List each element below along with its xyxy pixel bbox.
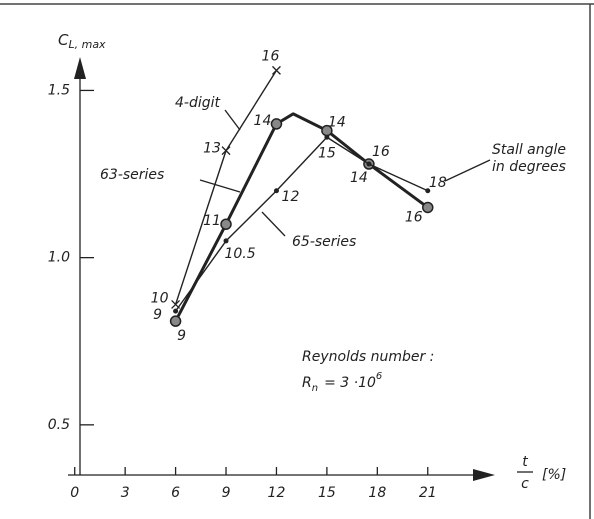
stall-angle-label: 10 (151, 290, 169, 306)
y-tick-label: 1.5 (48, 82, 70, 98)
stall-angle-label: 15 (318, 145, 336, 161)
point (324, 134, 330, 140)
leader-line (261, 211, 286, 237)
stall-angle-label: 14 (350, 170, 368, 186)
point (223, 238, 229, 244)
series-line (175, 136, 429, 312)
x-tick-label: 3 (121, 485, 130, 501)
x-tick-label: 18 (368, 485, 386, 501)
x-axis-label-num: t (522, 454, 528, 470)
y-axis-label: CL, max (58, 31, 106, 52)
y-tick-label: 1.0 (48, 250, 70, 266)
stall-note: Stall angle (492, 142, 566, 158)
stall-angle-label: 16 (262, 48, 280, 64)
point (425, 188, 431, 194)
y-tick-label: 0.5 (48, 417, 70, 433)
stall-angle-label: 11 (203, 213, 221, 229)
x-tick-label: 0 (70, 485, 79, 501)
leader-line (444, 159, 491, 182)
x-tick-label: 12 (268, 485, 286, 501)
x-tick-label: 15 (318, 485, 336, 501)
point (169, 315, 182, 327)
x-axis-label-den: c (521, 476, 529, 492)
stall-angle-label: 13 (203, 141, 221, 157)
stall-angle-label: 16 (372, 144, 390, 160)
stall-angle-label: 14 (328, 115, 346, 131)
point (270, 118, 283, 130)
stall-angle-label: 18 (429, 175, 447, 191)
x-tick-label: 21 (419, 485, 437, 501)
x-tick-label: 9 (222, 485, 231, 501)
series-name: 63-series (100, 167, 164, 183)
point (422, 201, 434, 214)
stall-angle-label: 10.5 (224, 246, 255, 262)
x-axis-unit: [%] (542, 467, 566, 483)
stall-note: in degrees (492, 159, 566, 175)
stall-angle-label: 12 (282, 189, 300, 205)
x-tick-label: 6 (171, 485, 180, 501)
y-arrow (74, 57, 86, 79)
leader-line (224, 109, 241, 131)
stall-angle-label: 9 (153, 307, 162, 323)
stall-angle-label: 14 (254, 113, 272, 129)
x-arrow (473, 469, 495, 481)
reynolds-title: Reynolds number : (302, 349, 434, 365)
point (221, 146, 231, 156)
leader-line (199, 179, 241, 193)
reynolds-formula: Rn = 3 ·106 (302, 371, 382, 394)
point (173, 308, 179, 314)
stall-angle-label: 16 (405, 209, 423, 225)
series-name: 65-series (292, 234, 356, 250)
point (220, 218, 232, 230)
point (271, 65, 281, 75)
stall-angle-label: 9 (177, 328, 186, 344)
point (273, 188, 279, 194)
series-name: 4-digit (175, 95, 221, 111)
point (366, 161, 372, 167)
